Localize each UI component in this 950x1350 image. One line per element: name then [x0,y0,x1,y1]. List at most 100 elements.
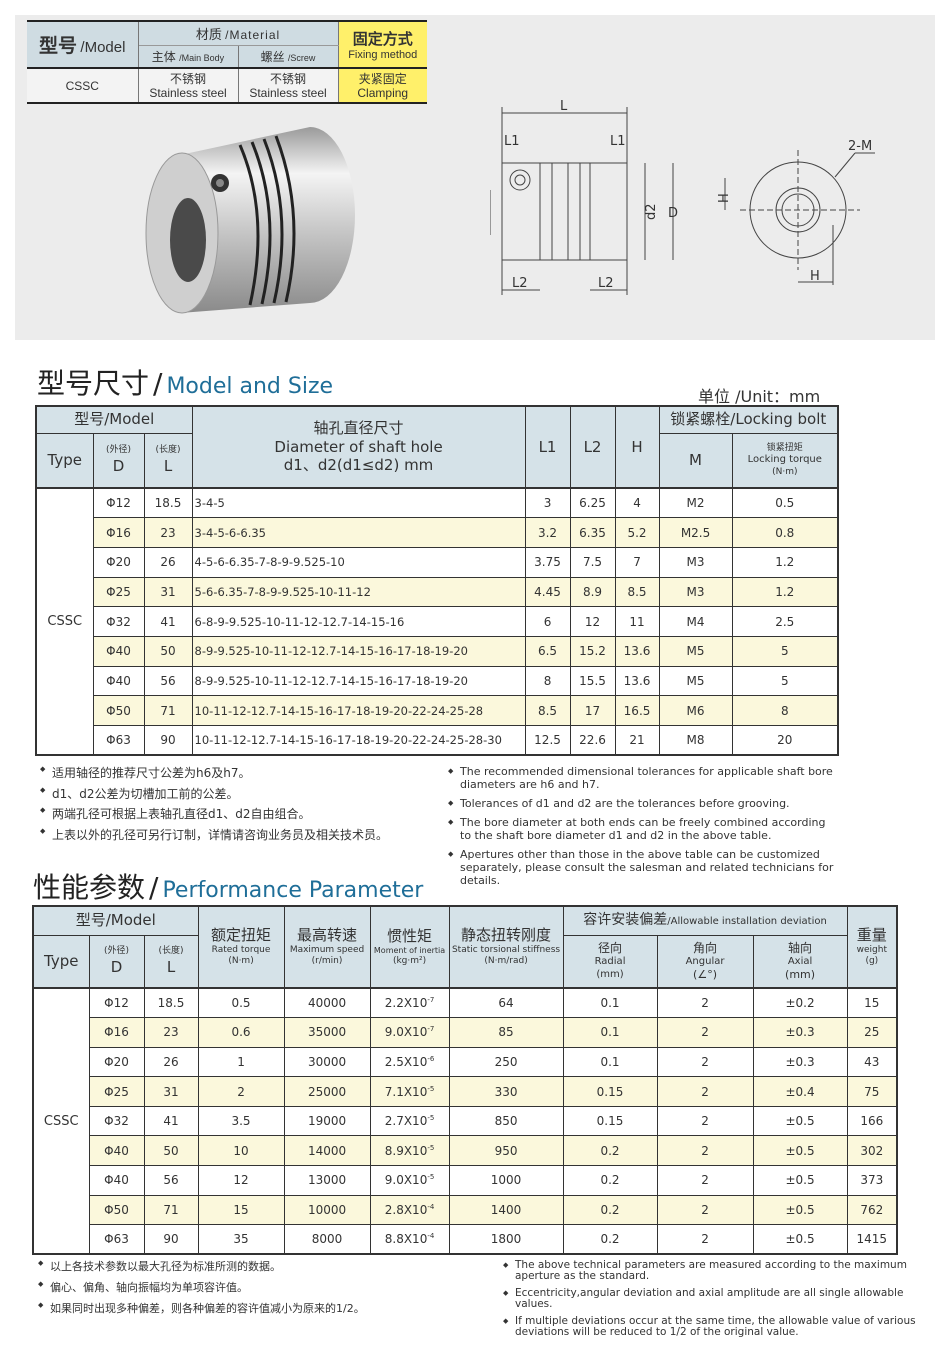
inertia-header: 惯性矩 Moment of inertia (kg·m²) [369,905,450,989]
table-row: Φ63 90 35 8000 8.8X10-4 1800 0.2 2 ±0.5 1415 [33,1224,898,1255]
axial-cell: ±0.3 [752,1017,848,1048]
d-cell: Φ50 [92,695,145,726]
torque-cell: 3.5 [197,1105,285,1137]
l-cell: 71 [143,1194,199,1226]
body-header: 主体 /Main Body [138,45,239,68]
l-cell: 56 [143,1165,199,1196]
torque-unit: (N·m) [772,466,798,477]
table-row: Φ32 41 3.5 19000 2.7X10-5 850 0.15 2 ±0.5 166 [33,1105,898,1137]
hole-cell: 10-11-12-12.7-14-15-16-17-18-19-20-22-24… [191,695,526,726]
inertia-cell: 2.5X10-6 [369,1046,450,1078]
d-header: (外径) D [88,934,145,989]
speed-cell: 40000 [283,987,371,1019]
radial-cell: 0.1 [562,1046,658,1078]
hole-cell: 6-8-9-9.525-10-11-12-12.7-14-15-16 [191,606,526,637]
weight-cell: 43 [846,1046,898,1078]
note-item: Apertures other than those in the above … [448,848,838,887]
weight-cell: 762 [846,1194,898,1226]
type-header: Type [32,934,90,989]
size-title-cn: 型号尺寸 [37,367,150,400]
fixing-header: 固定方式 Fixing method [338,20,427,68]
stiffness-cell: 950 [448,1135,564,1167]
d-cell: Φ32 [92,606,145,637]
screw-value: 不锈钢 Stainless steel [238,67,339,104]
torque-cell: 1.2 [731,546,839,578]
axial-cn: 轴向 [788,940,813,955]
label-2M: 2-M [848,139,872,154]
h-header: H [614,405,660,489]
hole-sub: d1、d2(d1≤d2) mm [283,456,434,475]
axial-cell: ±0.3 [752,1046,848,1078]
note-item: d1、d2公差为切槽加工前的公差。 [40,785,450,806]
h-cell: 4 [614,487,660,519]
inertia-exponent: -4 [427,1202,435,1211]
h-cell: 13.6 [614,665,660,697]
speed-cell: 19000 [283,1105,371,1137]
body-value: 不锈钢 Stainless steel [138,67,239,104]
m-cell: M4 [658,606,733,637]
note-item: 以上各技术参数以最大孔径为标准所测的数据。 [38,1258,478,1279]
angular-cn: 角向 [693,940,718,955]
model-en: /Model [80,39,126,56]
hole-header: 轴孔直径尺寸 Diameter of shaft hole d1、d2(d1≤d2)… [191,405,526,489]
radial-unit: (mm) [596,968,624,980]
angular-cell: 2 [656,1046,754,1078]
l-label: L [166,957,176,976]
torque-header: 锁紧扭矩 Locking torque (N·m) [731,432,839,489]
d-cn: (外径) [103,946,130,957]
label-L2-right: L2 [598,276,614,291]
label-L1-left: L1 [504,134,520,149]
model-header: 型号/Model [35,405,193,434]
screw-cn: 螺丝 [260,49,285,64]
label-L: L [560,99,568,114]
inertia-exponent: -5 [427,1114,435,1123]
weight-cell: 166 [846,1105,898,1137]
table-row: Φ63 90 10-11-12-12.7-14-15-16-17-18-19-20-… [36,725,839,756]
l-header: (长度) L [143,432,193,489]
table-row: Φ16 23 0.6 35000 9.0X10-7 85 0.1 2 ±0.3 25 [33,1017,898,1048]
axial-cell: ±0.5 [752,1165,848,1196]
axial-cell: ±0.5 [752,1224,848,1255]
speed-cell: 10000 [283,1194,371,1226]
axial-cell: ±0.4 [752,1076,848,1107]
angular-cell: 2 [656,1194,754,1226]
torque-cell: 0.5 [731,487,839,519]
radial-cell: 0.2 [562,1135,658,1167]
l2-cell: 7.5 [569,546,616,578]
table-row: Φ40 56 8-9-9.525-10-11-12-12.7-14-15-16-17… [36,665,839,697]
m-header: M [658,432,733,489]
label-H-horizontal: H [810,269,820,284]
d-cn: (外径) [105,445,132,456]
stiffness-header: 静态扭转刚度 Static torsional stiffness (N·m/rad… [448,905,564,989]
hole-cell: 8-9-9.525-10-11-12-12.7-14-15-16-17-18-1… [191,635,526,667]
fixing-value: 夹紧固定 Clamping [338,67,427,104]
weight-cell: 302 [846,1135,898,1167]
radial-cell: 0.2 [562,1224,658,1255]
d-cell: Φ20 [92,546,145,578]
inertia-cell: 2.8X10-4 [369,1194,450,1226]
d-cell: Φ16 [92,517,145,548]
weight-header: 重量 weight (g) [846,905,898,989]
fixing-en-value: Clamping [357,85,409,100]
radial-cell: 0.2 [562,1194,658,1226]
m-cell: M3 [658,546,733,578]
l-cell: 23 [143,1017,199,1048]
model-cn: 型号 [39,36,78,57]
table-row: Φ32 41 6-8-9-9.525-10-11-12-12.7-14-15-16 6… [36,606,839,637]
l-cell: 56 [143,665,193,697]
material-header: 材质 /Material [138,20,339,46]
table-row: Φ40 56 12 13000 9.0X10-5 1000 0.2 2 ±0.5 373 [33,1165,898,1196]
inertia-unit: (kg·m²) [392,955,427,966]
m-cell: M8 [658,725,733,756]
deviation-header: 容许安装偏差/Allowable installation deviation [562,905,848,936]
d-cell: Φ40 [88,1165,145,1196]
stiffness-cell: 64 [448,987,564,1019]
label-d2: d2 [644,203,659,220]
l-label: L [163,456,173,475]
label-D: D [668,206,678,221]
material-cn: 材质 [195,26,222,42]
inertia-en: Moment of inertia [373,945,446,955]
d-label: D [110,957,123,976]
m-cell: M6 [658,695,733,726]
angular-header: 角向 Angular (∠°) [656,934,754,989]
